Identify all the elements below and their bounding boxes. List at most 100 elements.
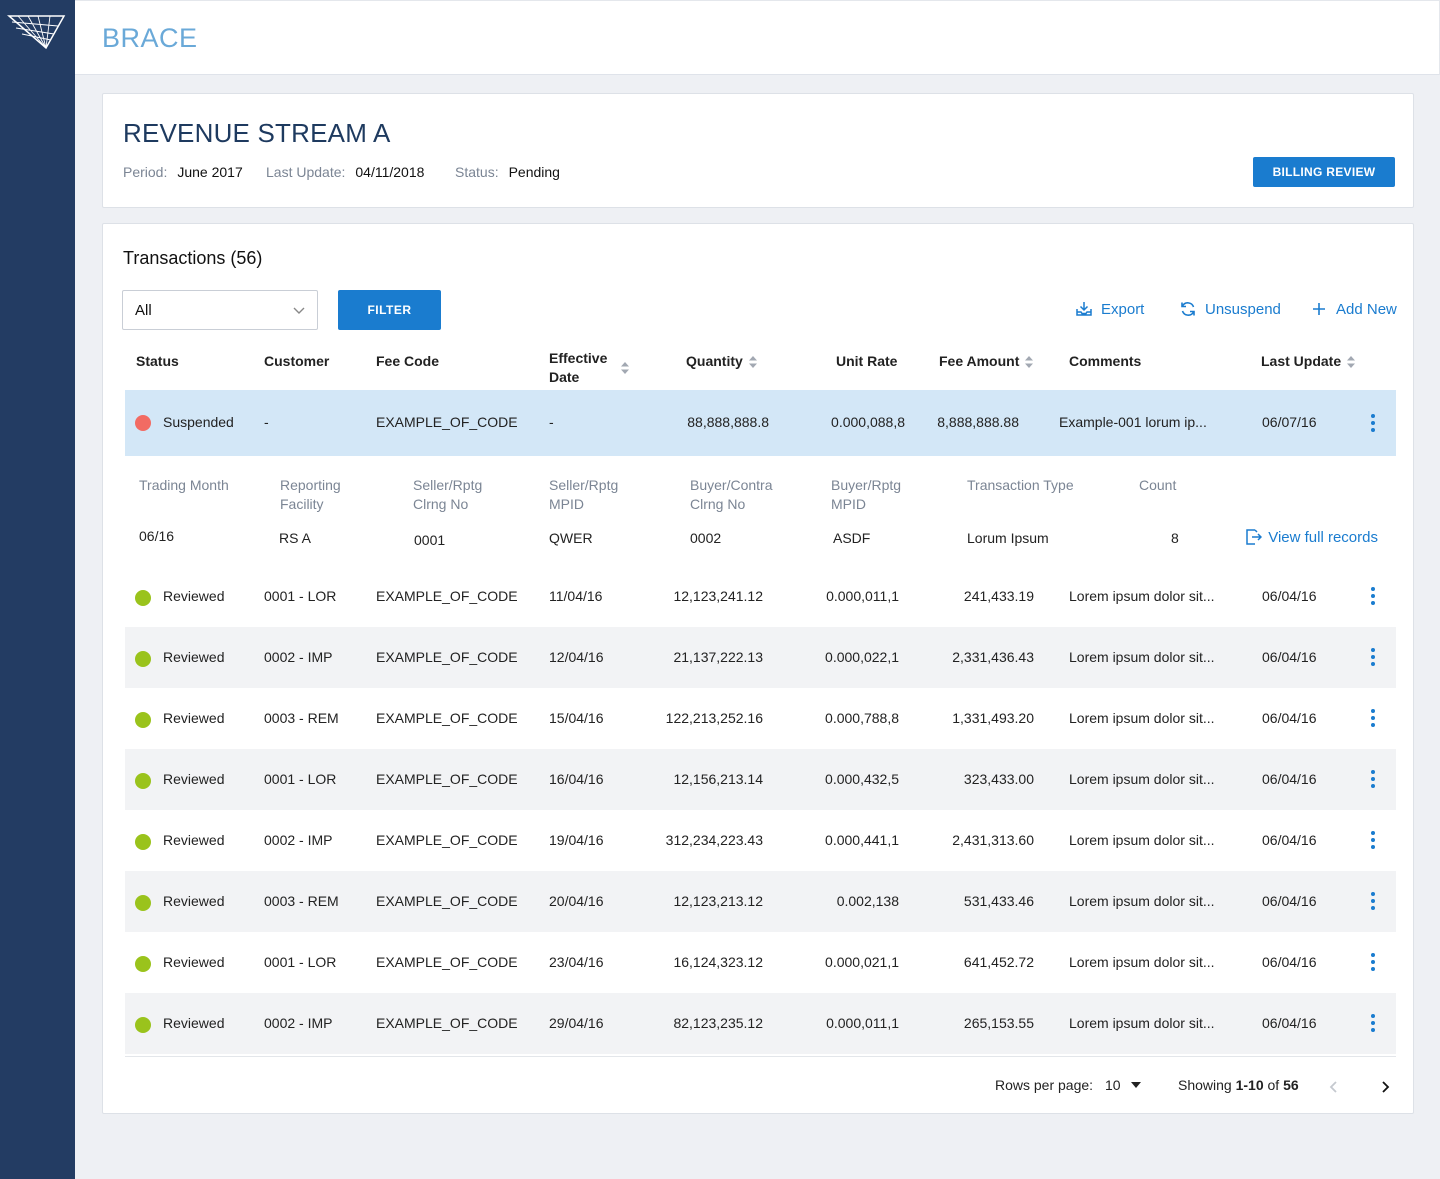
column-header-effective-date[interactable]: Effective Date [549, 349, 607, 387]
row-comments: Lorem ipsum dolor sit... [1069, 588, 1215, 604]
row-status: Reviewed [163, 710, 225, 726]
rows-per-page-select[interactable]: 10 [1105, 1077, 1141, 1093]
detail-label-line: Seller/Rptg [413, 477, 483, 493]
showing-summary: Showing 1-10 of 56 [1178, 1077, 1299, 1093]
row-quantity: 12,123,241.12 [673, 588, 763, 604]
table-row[interactable]: Reviewed 0001 - LOR EXAMPLE_OF_CODE 11/04/1… [125, 566, 1396, 627]
table-row[interactable]: Reviewed 0002 - IMP EXAMPLE_OF_CODE 19/04/1… [125, 810, 1396, 871]
column-header-fee-code: Fee Code [376, 353, 440, 369]
row-effective-date: 23/04/16 [549, 954, 604, 970]
filter-button[interactable]: FILTER [338, 290, 441, 330]
column-header-quantity[interactable]: Quantity [686, 352, 757, 371]
detail-value-count: 8 [1171, 530, 1179, 546]
table-row[interactable]: Reviewed 0002 - IMP EXAMPLE_OF_CODE 29/04/1… [125, 993, 1396, 1054]
more-vert-icon[interactable] [1370, 891, 1376, 911]
more-vert-icon[interactable] [1370, 952, 1376, 972]
view-full-records-link[interactable]: View full records [1244, 528, 1378, 546]
row-last-update: 06/04/16 [1262, 771, 1317, 787]
detail-label-line: Facility [280, 496, 324, 512]
more-vert-icon[interactable] [1370, 586, 1376, 606]
row-customer: 0002 - IMP [264, 1015, 333, 1031]
chevron-right-icon[interactable] [1378, 1080, 1392, 1094]
row-quantity: 82,123,235.12 [673, 1015, 763, 1031]
more-vert-icon[interactable] [1370, 413, 1376, 433]
sort-icon[interactable] [621, 362, 629, 374]
period-value: June 2017 [177, 164, 243, 180]
table-row[interactable]: Reviewed 0003 - REM EXAMPLE_OF_CODE 15/04/1… [125, 688, 1396, 749]
row-customer: 0001 - LOR [264, 771, 337, 787]
detail-label-seller-clrng: Seller/Rptg Clrng No [413, 476, 482, 514]
detail-value-seller-mpid: QWER [549, 530, 593, 546]
row-detail-panel: Trading Month Reporting Facility Seller/R… [125, 456, 1396, 566]
table-row[interactable]: Reviewed 0001 - LOR EXAMPLE_OF_CODE 23/04/1… [125, 932, 1396, 993]
row-quantity: 12,123,213.12 [673, 893, 763, 909]
row-status: Reviewed [163, 832, 225, 848]
row-unit-rate: 0.000,011,1 [826, 1015, 899, 1031]
row-fee-code: EXAMPLE_OF_CODE [376, 832, 518, 848]
more-vert-icon[interactable] [1370, 830, 1376, 850]
sort-icon [1347, 356, 1356, 369]
table-row-selected[interactable]: Suspended - EXAMPLE_OF_CODE - 88,888,888… [125, 390, 1396, 456]
more-vert-icon[interactable] [1370, 769, 1376, 789]
effective-date-label-line1: Effective [549, 350, 608, 366]
table-row[interactable]: Reviewed 0002 - IMP EXAMPLE_OF_CODE 12/04/1… [125, 627, 1396, 688]
row-effective-date: 16/04/16 [549, 771, 604, 787]
detail-value-seller-clrng: 0001 [414, 532, 446, 548]
row-effective-date: 19/04/16 [549, 832, 604, 848]
row-comments: Lorem ipsum dolor sit... [1069, 771, 1215, 787]
column-header-last-update[interactable]: Last Update [1261, 352, 1356, 371]
row-last-update: 06/04/16 [1262, 710, 1317, 726]
table-row[interactable]: Reviewed 0003 - REM EXAMPLE_OF_CODE 20/04/1… [125, 871, 1396, 932]
status-filter-select[interactable]: All [122, 290, 318, 330]
detail-value-buyer-mpid: ASDF [833, 530, 871, 546]
export-label: Export [1101, 300, 1145, 318]
detail-label-trading-month: Trading Month [139, 477, 229, 493]
row-status: Reviewed [163, 1015, 225, 1031]
status-dot-reviewed [135, 773, 151, 789]
row-fee-code: EXAMPLE_OF_CODE [376, 954, 518, 970]
period-label: Period: [123, 164, 168, 180]
unsuspend-button[interactable]: Unsuspend [1179, 300, 1281, 318]
period-meta: Period: June 2017 [123, 164, 243, 180]
table-row[interactable]: Reviewed 0001 - LOR EXAMPLE_OF_CODE 16/04/1… [125, 749, 1396, 810]
row-unit-rate: 0.000,011,1 [826, 588, 899, 604]
row-unit-rate: 0.000,441,1 [825, 832, 899, 848]
last-update-col-label: Last Update [1261, 353, 1342, 369]
detail-label-transaction-type: Transaction Type [967, 477, 1074, 493]
row-fee-amount: 241,433.19 [963, 588, 1034, 604]
row-fee-amount: 8,888,888.88 [937, 414, 1019, 430]
brand-logo[interactable] [6, 12, 68, 52]
showing-of: of [1267, 1077, 1280, 1093]
row-fee-amount: 265,153.55 [963, 1015, 1034, 1031]
row-unit-rate: 0.000,788,8 [825, 710, 899, 726]
detail-label-count: Count [1139, 477, 1177, 493]
status-dot-suspended [135, 415, 151, 431]
table-divider [125, 1056, 1396, 1057]
sort-icon [748, 356, 757, 369]
more-vert-icon[interactable] [1370, 1013, 1376, 1033]
rows-per-page-label: Rows per page: [995, 1077, 1094, 1093]
row-last-update: 06/04/16 [1262, 1015, 1317, 1031]
more-vert-icon[interactable] [1370, 647, 1376, 667]
billing-review-button[interactable]: BILLING REVIEW [1253, 157, 1395, 187]
column-header-customer: Customer [264, 353, 330, 369]
column-header-comments: Comments [1069, 353, 1142, 369]
more-vert-icon[interactable] [1370, 708, 1376, 728]
export-icon [1076, 302, 1092, 316]
status-dot-reviewed [135, 1017, 151, 1033]
chevron-left-icon[interactable] [1327, 1080, 1341, 1094]
status-dot-reviewed [135, 895, 151, 911]
column-header-fee-amount[interactable]: Fee Amount [939, 352, 1034, 371]
row-comments: Lorem ipsum dolor sit... [1069, 954, 1215, 970]
detail-label-buyer-mpid: Buyer/Rptg MPID [831, 476, 901, 514]
detail-label-line: Seller/Rptg [549, 477, 619, 493]
caret-down-icon [1130, 1082, 1141, 1088]
row-fee-code: EXAMPLE_OF_CODE [376, 771, 518, 787]
row-fee-code: EXAMPLE_OF_CODE [376, 588, 518, 604]
add-new-button[interactable]: Add New [1310, 300, 1397, 318]
detail-label-line: Buyer/Contra [690, 477, 773, 493]
row-customer: 0001 - LOR [264, 588, 337, 604]
row-last-update: 06/04/16 [1262, 588, 1317, 604]
export-button[interactable]: Export [1075, 300, 1144, 318]
last-update-meta: Last Update: 04/11/2018 [266, 164, 424, 180]
